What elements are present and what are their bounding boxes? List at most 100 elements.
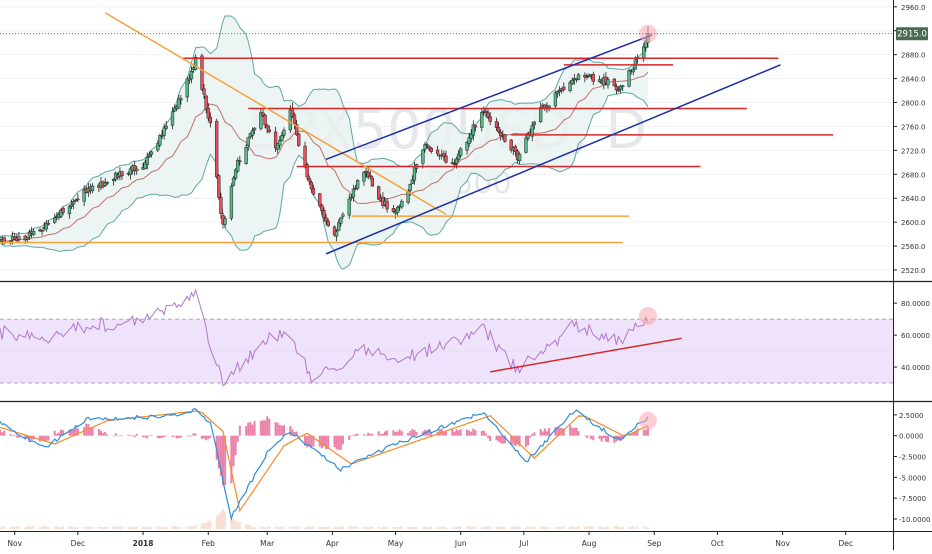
candle-up xyxy=(539,107,543,122)
volume-bar xyxy=(514,526,517,529)
rsi-trend-line[interactable] xyxy=(490,337,682,373)
price-axis-label: 2520.0 xyxy=(901,267,926,275)
macd-histogram-bar xyxy=(207,435,210,440)
macd-histogram-bar xyxy=(133,435,136,438)
volume-bar xyxy=(642,526,645,529)
macd-histogram-bar xyxy=(503,435,506,444)
time-axis-label: Mar xyxy=(260,539,275,548)
candle-down xyxy=(486,112,490,119)
macd-histogram-bar xyxy=(480,430,483,436)
macd-histogram-bar xyxy=(398,429,401,436)
volume-bar xyxy=(560,526,563,529)
macd-histogram-bar xyxy=(554,427,557,436)
candle-up xyxy=(189,71,194,80)
volume-bar xyxy=(45,526,48,529)
price-axis-label: 2600.0 xyxy=(901,219,926,227)
rsi-pane[interactable] xyxy=(0,288,893,387)
macd-histogram-bar xyxy=(413,430,416,436)
macd-histogram-bar xyxy=(495,435,498,441)
macd-histogram-bar xyxy=(371,433,374,436)
macd-axis-label: -5.0000 xyxy=(899,474,926,482)
candle-down xyxy=(427,146,431,150)
time-axis-label: Sep xyxy=(647,539,661,548)
channel-line[interactable] xyxy=(325,64,781,255)
macd-histogram-bar xyxy=(0,429,1,436)
macd-histogram-bar xyxy=(588,435,591,437)
downtrend-line[interactable] xyxy=(104,12,447,216)
macd-histogram-bar xyxy=(245,426,248,436)
macd-histogram-bar xyxy=(247,422,250,436)
macd-histogram-bar xyxy=(293,431,296,436)
macd-histogram-bar xyxy=(70,428,73,436)
volume-bar xyxy=(222,509,224,529)
macd-histogram-bar xyxy=(512,435,515,445)
volume-bar xyxy=(365,527,368,529)
candle-up xyxy=(410,179,414,184)
macd-histogram-bar xyxy=(118,435,121,436)
macd-histogram-bar xyxy=(179,435,182,438)
volume-bar xyxy=(1,527,4,529)
candle-down xyxy=(444,155,448,163)
macd-histogram-bar xyxy=(41,435,44,441)
volume-bar xyxy=(3,526,6,529)
macd-histogram-bar xyxy=(121,435,124,437)
candle-up xyxy=(145,157,149,165)
macd-histogram-bar xyxy=(192,433,195,436)
macd-histogram-bar xyxy=(457,430,460,436)
macd-histogram-bar xyxy=(38,435,41,442)
candle-down xyxy=(40,230,44,232)
macd-histogram-bar xyxy=(451,429,454,436)
price-pane[interactable] xyxy=(0,6,893,271)
volume-bar xyxy=(527,526,530,529)
macd-histogram-bar xyxy=(474,430,477,436)
volume-bar xyxy=(320,526,323,529)
candle-up xyxy=(349,196,353,199)
volume-bar xyxy=(466,526,469,529)
volume-bar xyxy=(68,526,71,529)
volume-bar xyxy=(371,526,374,529)
macd-histogram-bar xyxy=(400,431,403,436)
volume-bar xyxy=(32,526,35,529)
macd-histogram-bar xyxy=(487,435,490,439)
candle-up xyxy=(82,189,86,202)
macd-histogram-bar xyxy=(144,435,147,438)
volume-bar xyxy=(545,527,548,529)
price-axis-label: 2880.0 xyxy=(901,52,926,60)
macd-histogram-bar xyxy=(642,429,645,436)
candle-up xyxy=(233,169,238,179)
volume-bar xyxy=(531,526,534,529)
candle-down xyxy=(513,146,518,153)
macd-histogram-bar xyxy=(230,435,233,484)
candle-up xyxy=(187,78,191,81)
macd-histogram-bar xyxy=(150,434,153,436)
volume-bar xyxy=(192,526,195,529)
macd-pane[interactable] xyxy=(0,408,657,529)
volume-bar xyxy=(501,526,504,529)
volume-bar xyxy=(398,526,401,529)
volume-bar xyxy=(55,526,58,529)
macd-histogram-bar xyxy=(148,435,151,437)
candle-up xyxy=(395,207,400,213)
time-axis-label: Jul xyxy=(518,539,528,548)
candle-up xyxy=(46,222,51,225)
macd-histogram-bar xyxy=(392,430,395,436)
macd-histogram-bar xyxy=(619,435,622,441)
volume-bar xyxy=(215,516,218,529)
macd-histogram-bar xyxy=(219,435,222,476)
macd-histogram-bar xyxy=(548,428,551,436)
candle-down xyxy=(307,178,311,182)
macd-histogram-bar xyxy=(274,422,277,436)
macd-histogram-bar xyxy=(501,435,504,444)
channel-line[interactable] xyxy=(325,34,653,161)
macd-histogram-bar xyxy=(577,431,580,436)
macd-histogram-bar xyxy=(421,431,424,436)
macd-histogram-bar xyxy=(295,431,298,436)
candle-up xyxy=(530,125,534,137)
volume-bar xyxy=(333,526,336,529)
macd-histogram-bar xyxy=(337,435,340,450)
candle-up xyxy=(471,124,475,136)
volume-bar xyxy=(588,526,591,529)
macd-histogram-bar xyxy=(510,435,513,445)
volume-bar xyxy=(62,526,65,529)
